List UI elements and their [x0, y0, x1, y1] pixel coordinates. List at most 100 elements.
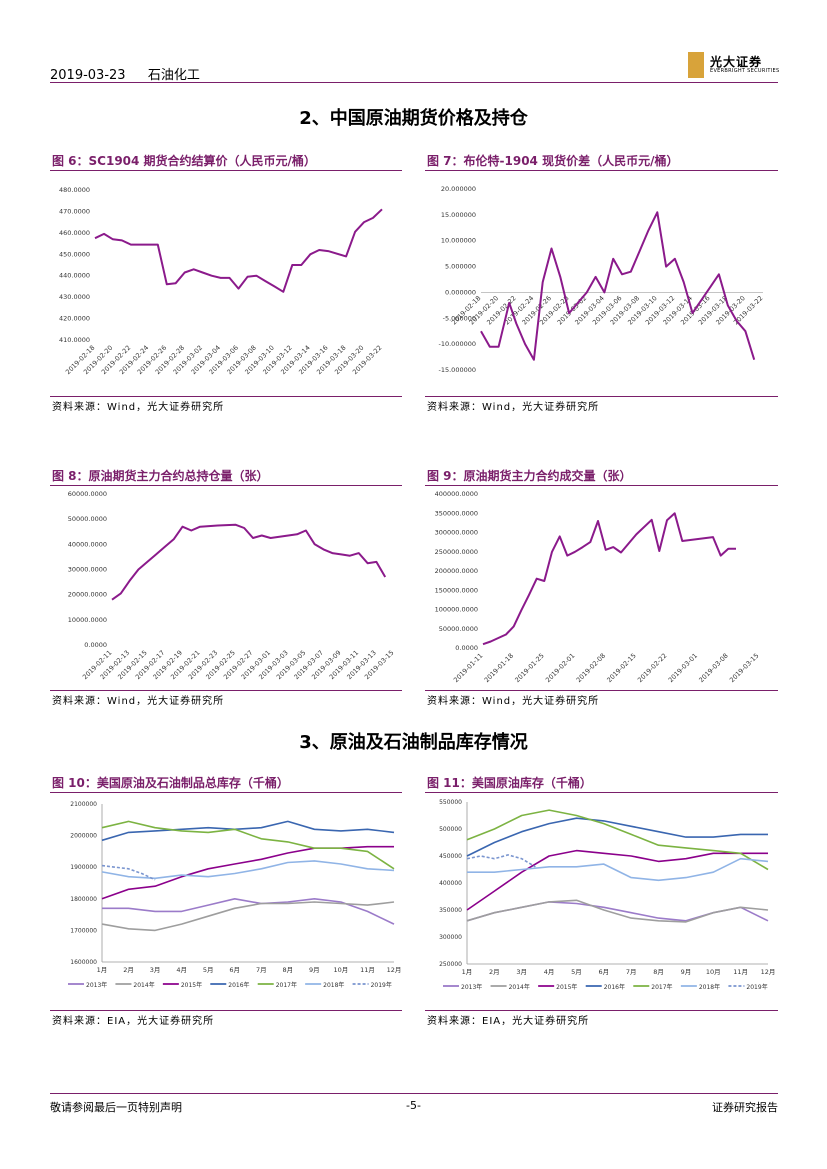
y-tick-label: 350000 — [439, 907, 462, 914]
legend-label: 2014年 — [133, 981, 154, 989]
legend-label: 2016年 — [604, 983, 625, 991]
x-tick-label: 9月 — [681, 968, 692, 976]
source-note: 资料来源：Wind，光大证券研究所 — [52, 696, 225, 707]
x-tick-label: 2019-02-22 — [636, 652, 668, 684]
x-tick-label: 2019-01-18 — [483, 652, 515, 684]
legend-label: 2015年 — [556, 983, 577, 991]
open-interest-chart: 60000.0000 50000.0000 40000.0000 30000.0000… — [68, 490, 396, 681]
y-tick-label: 2100000 — [70, 801, 97, 808]
y-tick-label: 200000.0000 — [435, 567, 478, 575]
y-tick-label: 440.0000 — [59, 272, 90, 280]
series-line — [102, 898, 395, 925]
y-tick-label: 420.0000 — [59, 315, 90, 323]
x-tick-label: 10月 — [334, 966, 349, 974]
header-divider — [50, 82, 778, 83]
x-tick-label: 5月 — [203, 966, 214, 974]
logo-mark-icon — [688, 52, 704, 78]
section-title: 2、中国原油期货价格及持仓 — [299, 108, 528, 129]
x-tick-label: 2019-02-15 — [605, 652, 637, 684]
report-header: 2019-03-23 石油化工 — [50, 64, 200, 83]
figure-title: 图 9：原油期货主力合约成交量（张） — [427, 469, 632, 483]
legend-label: 2016年 — [228, 981, 249, 989]
x-tick-label: 2019-02-01 — [544, 652, 576, 684]
y-tick-label: 500000 — [439, 826, 462, 833]
x-tick-label: 8月 — [653, 968, 664, 976]
spread-chart: 20.000000 15.000000 10.000000 5.000000 0.000… — [439, 185, 765, 374]
y-tick-label: -15.000000 — [439, 366, 477, 374]
figure-divider — [50, 485, 402, 486]
y-tick-label: 0.0000 — [455, 644, 478, 652]
y-tick-label: 480.0000 — [59, 186, 90, 194]
y-tick-label: 20.000000 — [441, 185, 476, 193]
y-tick-label: 450.0000 — [59, 250, 90, 258]
y-tick-label: 400000.0000 — [435, 490, 478, 498]
y-tick-label: 30000.0000 — [68, 566, 107, 574]
volume-chart: 400000.0000 350000.0000 300000.0000 250000.… — [435, 490, 761, 684]
x-tick-label: 12月 — [761, 968, 776, 976]
figure-title: 图 11：美国原油库存（千桶） — [427, 776, 592, 790]
legend-label: 2019年 — [371, 981, 392, 989]
series-line — [466, 854, 536, 868]
x-tick-label: 5月 — [571, 968, 582, 976]
x-tick-label: 10月 — [706, 968, 721, 976]
y-tick-label: 450000 — [439, 853, 462, 860]
series-line — [101, 820, 395, 842]
source-divider — [425, 1010, 778, 1011]
legend-label: 2019年 — [746, 983, 767, 991]
figure-divider — [50, 792, 402, 793]
series-line — [111, 523, 387, 601]
legend-label: 2013年 — [86, 981, 107, 989]
y-tick-label: -5.000000 — [443, 314, 476, 322]
legend-label: 2017年 — [651, 983, 672, 991]
figure-divider — [50, 170, 402, 171]
legend-label: 2013年 — [461, 983, 482, 991]
figure-divider — [425, 170, 778, 171]
y-tick-label: 550000 — [439, 799, 462, 806]
series-line — [101, 820, 395, 870]
legend-label: 2014年 — [509, 983, 530, 991]
x-tick-label: 11月 — [733, 968, 748, 976]
section-title: 3、原油及石油制品库存情况 — [299, 732, 528, 753]
y-tick-label: 0.000000 — [445, 288, 476, 296]
report-date: 2019-03-23 — [50, 68, 126, 83]
y-tick-label: 2000000 — [70, 833, 97, 840]
x-tick-label: 3月 — [516, 968, 527, 976]
x-tick-label: 2019-01-11 — [452, 652, 484, 684]
series-line — [101, 864, 156, 881]
series-line — [466, 809, 769, 871]
x-tick-label: 8月 — [282, 966, 293, 974]
y-tick-label: 10.000000 — [441, 237, 476, 245]
figure-title: 图 7：布伦特-1904 现货价差（人民币元/桶） — [427, 154, 679, 168]
source-divider — [425, 396, 778, 397]
source-note: 资料来源：EIA，光大证券研究所 — [427, 1016, 590, 1027]
figure-title: 图 6：SC1904 期货合约结算价（人民币元/桶） — [52, 154, 316, 168]
report-type: 证券研究报告 — [712, 1101, 778, 1114]
y-tick-label: 430.0000 — [59, 293, 90, 301]
x-tick-label: 4月 — [176, 966, 187, 974]
y-tick-label: 20000.0000 — [68, 591, 107, 599]
y-tick-label: 5.000000 — [445, 263, 476, 271]
logo-name-en: EVERBRIGHT SECURITIES — [710, 68, 780, 74]
x-tick-label: 4月 — [544, 968, 555, 976]
company-logo: 光大证券 EVERBRIGHT SECURITIES — [688, 52, 780, 80]
x-tick-label: 11月 — [360, 966, 375, 974]
y-tick-label: 1900000 — [70, 864, 97, 871]
series-line — [482, 512, 736, 646]
source-divider — [50, 396, 402, 397]
footer-divider — [50, 1093, 778, 1094]
crude-inventory-chart: 550000 500000 450000 400000 350000 300000 2500… — [439, 799, 776, 991]
legend-label: 2017年 — [276, 981, 297, 989]
series-line — [466, 899, 769, 923]
source-note: 资料来源：Wind，光大证券研究所 — [427, 696, 600, 707]
legend-label: 2018年 — [323, 981, 344, 989]
disclaimer-note: 敬请参阅最后一页特别声明 — [50, 1101, 182, 1114]
x-tick-label: 7月 — [256, 966, 267, 974]
legend-label: 2015年 — [181, 981, 202, 989]
x-tick-label: 2019-03-01 — [667, 652, 699, 684]
settlement-price-chart: 480.0000 470.0000 460.0000 450.0000 440.0000… — [59, 186, 383, 376]
y-tick-label: 15.000000 — [441, 211, 476, 219]
y-tick-label: 410.0000 — [59, 336, 90, 344]
logo-name: 光大证券 — [710, 55, 763, 69]
x-tick-label: 2019-01-25 — [513, 652, 545, 684]
x-tick-label: 2月 — [489, 968, 500, 976]
